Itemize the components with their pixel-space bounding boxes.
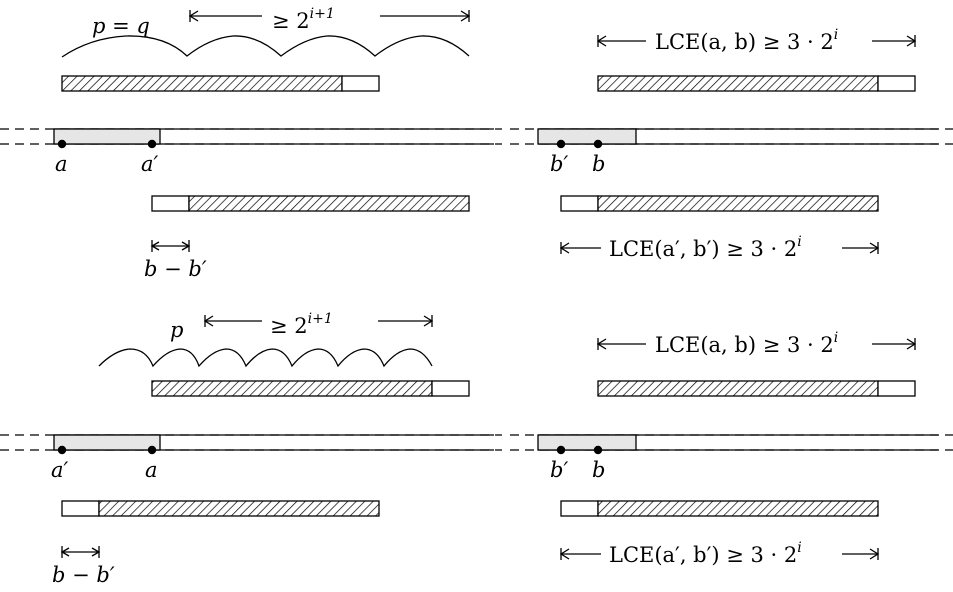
mismatch-bar-b-prime-bottom (560, 500, 599, 517)
match-bar-a-bottom (151, 380, 433, 397)
match-bar-b-bottom (597, 380, 879, 397)
match-bar-a-top (61, 75, 343, 92)
lce-ab-arrow-top (596, 35, 917, 47)
label-a-prime-bottom: a′ (51, 458, 69, 482)
diff-arrow-top (150, 240, 191, 252)
lce-ab-label-top: LCE(a, b) ≥ 3 · 2i (655, 27, 838, 54)
period-span-arrow-top (188, 10, 471, 22)
match-bar-a-prime-bottom (98, 500, 380, 517)
lce-ab-label-bottom: LCE(a, b) ≥ 3 · 2i (655, 330, 838, 357)
lce-ab-arrow-bottom (596, 338, 917, 350)
diff-label-bottom: b − b′ (52, 563, 115, 587)
point-a-prime-bottom (57, 445, 67, 455)
gray-region-left-top (53, 128, 161, 145)
lce-ab-prime-label-top: LCE(a′, b′) ≥ 3 · 2i (609, 234, 802, 261)
period-span-label-top: ≥ 2i+1 (272, 6, 335, 33)
match-bar-b-prime-bottom (597, 500, 879, 517)
label-a-bottom: a (145, 458, 158, 482)
label-b-prime-top: b′ (550, 152, 568, 176)
period-label-bottom: p (170, 318, 183, 342)
point-b-top (593, 139, 603, 149)
mismatch-bar-a-bottom (431, 380, 470, 397)
point-a-bottom (147, 445, 157, 455)
period-span-arrow-bottom (203, 315, 434, 327)
period-span-label-bottom: ≥ 2i+1 (270, 311, 333, 338)
lce-ab-prime-label-bottom: LCE(a′, b′) ≥ 3 · 2i (609, 540, 802, 567)
lce-ab-prime-arrow-top (559, 242, 880, 254)
match-bar-b-top (597, 75, 879, 92)
label-b-bottom: b (592, 458, 605, 482)
mismatch-bar-a-prime-bottom (61, 500, 100, 517)
period-wave-top (61, 35, 470, 58)
gray-region-right-bottom (537, 434, 637, 451)
lce-ab-prime-arrow-bottom (559, 548, 880, 560)
period-label-top: p = q (92, 14, 150, 38)
point-b-prime-bottom (556, 445, 566, 455)
label-a-top: a (55, 152, 68, 176)
point-b-bottom (593, 445, 603, 455)
label-a-prime-top: a′ (141, 152, 159, 176)
mismatch-bar-b-prime-top (560, 195, 599, 212)
label-b-top: b (592, 152, 605, 176)
point-a-top (57, 139, 67, 149)
mismatch-bar-b-bottom (877, 380, 916, 397)
label-b-prime-bottom: b′ (550, 458, 568, 482)
panel-top: p = q ≥ 2i+1 LCE(a, b) ≥ 3 · 2i (0, 6, 953, 281)
mismatch-bar-a-top (341, 75, 380, 92)
mismatch-bar-a-prime-top (151, 195, 190, 212)
period-wave-bottom (98, 348, 433, 368)
match-bar-b-prime-top (597, 195, 879, 212)
point-b-prime-top (556, 139, 566, 149)
panel-bottom: p ≥ 2i+1 LCE(a, b) ≥ 3 · 2i (0, 311, 953, 587)
mismatch-bar-b-top (877, 75, 916, 92)
diff-label-top: b − b′ (144, 257, 207, 281)
gray-region-right-top (537, 128, 637, 145)
diff-arrow-bottom (60, 546, 101, 558)
match-bar-a-prime-top (188, 195, 470, 212)
point-a-prime-top (147, 139, 157, 149)
gray-region-left-bottom (53, 434, 161, 451)
